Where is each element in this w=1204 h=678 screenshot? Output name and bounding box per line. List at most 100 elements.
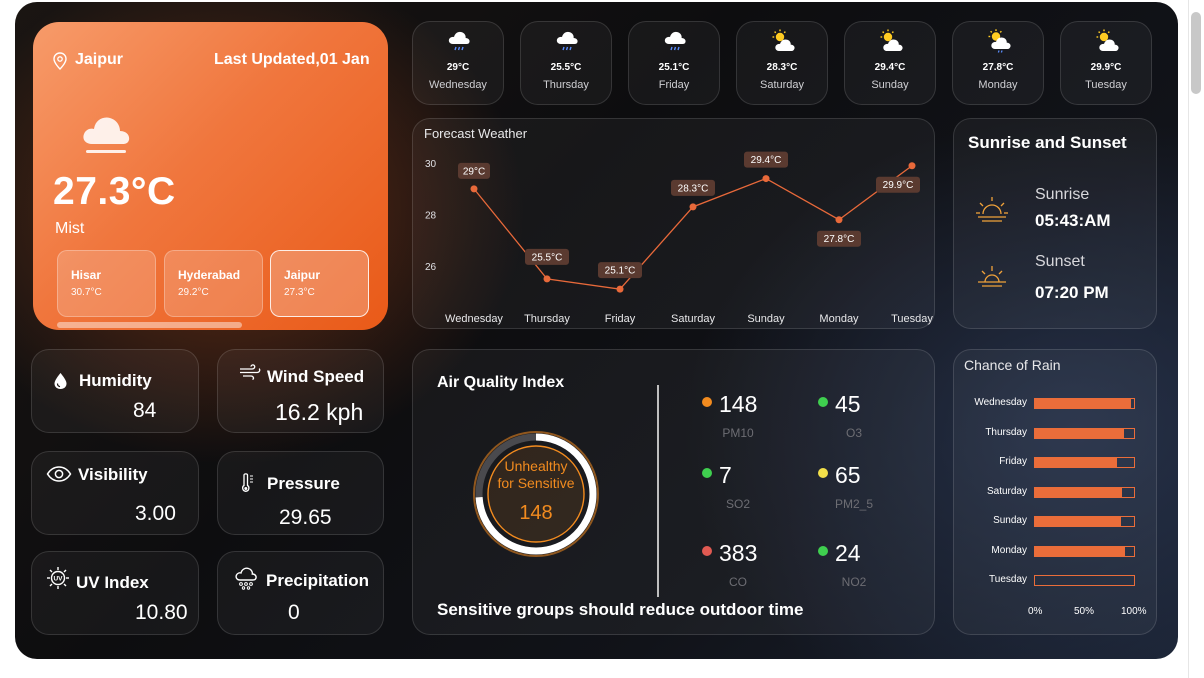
rain-bar-fill xyxy=(1035,487,1123,497)
air-quality-card xyxy=(412,349,935,635)
aqi-gauge-glow xyxy=(473,431,599,557)
aqi-category-line1: Unhealthy xyxy=(504,458,568,474)
sunrise-time: 05:43:AM xyxy=(1035,211,1111,230)
water-drop-icon xyxy=(54,373,67,389)
humidity-card xyxy=(31,349,199,433)
visibility-label: Visibility xyxy=(78,465,148,484)
current-condition: Mist xyxy=(55,220,85,237)
rain-bar-track xyxy=(1034,545,1135,557)
forecast-point xyxy=(470,185,478,193)
wind-speed-value: 16.2 kph xyxy=(275,399,364,425)
city-name: Jaipur xyxy=(284,268,321,282)
partly-sunny-rain-icon xyxy=(988,29,1011,53)
wind-speed-label: Wind Speed xyxy=(267,367,365,386)
precipitation-value: 0 xyxy=(288,601,300,624)
day-forecast-saturday: 28.3°C Saturday xyxy=(736,21,828,105)
forecast-data-label: 29.9°C xyxy=(883,180,914,191)
pollutant-status-dot xyxy=(818,468,828,478)
sunrise-label: Sunrise xyxy=(1035,186,1090,203)
pollutant-name: SO2 xyxy=(725,497,750,511)
day-name: Wednesday xyxy=(429,79,487,91)
forecast-data-label: 29°C xyxy=(463,166,485,177)
eye-icon xyxy=(46,466,72,482)
pollutant-status-dot xyxy=(702,468,712,478)
sunset-time: 07:20 PM xyxy=(1035,283,1109,302)
aqi-category: Unhealthy for Sensitive xyxy=(491,458,581,492)
rain-cloud-icon xyxy=(664,31,686,51)
day-name: Friday xyxy=(658,79,690,91)
rain-day-label: Sunday xyxy=(993,515,1027,526)
city-button-hisar[interactable]: Hisar 30.7°C xyxy=(57,250,156,317)
pollutant-status-dot xyxy=(818,397,828,407)
city-temp: 29.2°C xyxy=(178,287,209,298)
day-temp: 29.9°C xyxy=(1090,62,1122,73)
precipitation-label: Precipitation xyxy=(266,571,369,590)
rain-cloud-icon xyxy=(235,567,257,590)
forecast-point xyxy=(689,203,697,211)
day-forecast-monday: 27.8°C Monday xyxy=(952,21,1044,105)
page-scrollbar[interactable] xyxy=(1188,0,1204,678)
aqi-gauge xyxy=(473,431,599,557)
rain-bar-track xyxy=(1034,457,1135,468)
forecast-point xyxy=(835,216,843,224)
current-temperature: 27.3°C xyxy=(53,170,176,213)
day-forecast-thursday: 25.5°C Thursday xyxy=(520,21,612,105)
day-temp: 25.1°C xyxy=(658,62,690,73)
forecast-chart-title: Forecast Weather xyxy=(424,126,528,141)
x-tick-label: Wednesday xyxy=(445,313,503,325)
day-name: Thursday xyxy=(543,79,589,91)
city-temp: 30.7°C xyxy=(71,287,102,298)
pollutant-value: 24 xyxy=(835,540,861,566)
pollutant-name: PM2_5 xyxy=(834,497,874,511)
forecast-data-label-bg xyxy=(876,176,920,193)
day-temp: 25.5°C xyxy=(550,62,582,73)
forecast-data-label: 25.5°C xyxy=(532,252,563,263)
forecast-point xyxy=(762,175,770,183)
city-button-jaipur[interactable]: Jaipur 27.3°C xyxy=(270,250,369,317)
page-scrollbar-thumb[interactable] xyxy=(1191,12,1201,94)
visibility-card xyxy=(31,451,199,535)
y-tick-label: 30 xyxy=(425,159,437,170)
svg-text:UV: UV xyxy=(53,576,63,583)
x-tick-label: Tuesday xyxy=(891,313,933,325)
humidity-label: Humidity xyxy=(79,371,152,390)
sunset-icon xyxy=(978,266,1006,287)
day-forecast-sunday: 29.4°C Sunday xyxy=(844,21,936,105)
day-temp: 27.8°C xyxy=(982,62,1014,73)
day-name: Monday xyxy=(978,79,1018,91)
city-button-hyderabad[interactable]: Hyderabad 29.2°C xyxy=(164,250,263,317)
forecast-weather-card xyxy=(412,118,935,329)
pollutant-value: 65 xyxy=(835,462,861,488)
rain-bar-fill xyxy=(1035,458,1118,467)
x-tick-label: Friday xyxy=(605,313,636,325)
pollutant-value: 7 xyxy=(719,462,732,488)
pollutant-value: 383 xyxy=(719,540,758,566)
rain-day-label: Friday xyxy=(999,456,1027,467)
rain-x-tick: 0% xyxy=(1028,606,1043,617)
pollutant-name: CO xyxy=(729,575,747,589)
forecast-data-label: 27.8°C xyxy=(824,234,855,245)
rain-cloud-icon xyxy=(448,31,470,51)
aqi-divider xyxy=(657,385,659,597)
rain-bar-track xyxy=(1034,427,1135,439)
last-updated: Last Updated,01 Jan xyxy=(214,51,370,68)
visibility-value: 3.00 xyxy=(135,502,176,525)
forecast-data-label-bg xyxy=(744,151,788,168)
pressure-label: Pressure xyxy=(267,474,340,493)
x-tick-label: Thursday xyxy=(524,313,570,325)
mist-cloud-icon xyxy=(83,117,130,153)
city-list-scrollbar[interactable] xyxy=(57,322,242,328)
forecast-point xyxy=(543,275,551,283)
pollutant-name: NO2 xyxy=(841,575,867,589)
wind-speed-card xyxy=(217,349,384,433)
rain-bar-fill xyxy=(1035,428,1125,438)
uv-index-value: 10.80 xyxy=(135,601,188,624)
forecast-data-label-bg xyxy=(817,230,861,247)
location-card xyxy=(33,22,388,330)
day-temp: 29°C xyxy=(446,62,470,73)
pollutant-value: 148 xyxy=(719,391,758,417)
rain-x-tick: 100% xyxy=(1121,606,1147,617)
pressure-value: 29.65 xyxy=(279,506,332,529)
thermometer-icon xyxy=(242,473,253,492)
day-temp: 29.4°C xyxy=(874,62,906,73)
